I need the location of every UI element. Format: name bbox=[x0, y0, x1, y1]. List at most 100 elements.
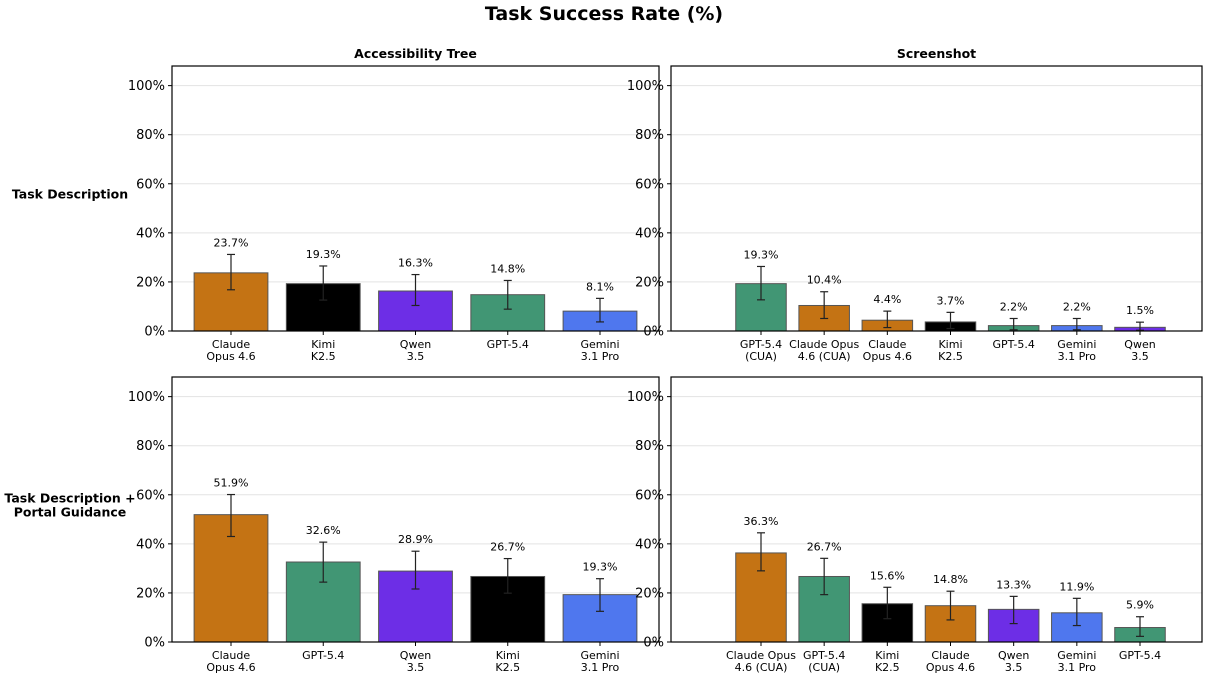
y-tick-label: 80% bbox=[136, 439, 165, 454]
axes-frame bbox=[670, 65, 1203, 332]
x-tick-label: Qwen bbox=[400, 338, 431, 351]
data-label: 10.4% bbox=[807, 274, 842, 287]
x-tick-label: Kimi bbox=[938, 338, 962, 351]
y-tick-label: 20% bbox=[635, 586, 664, 601]
data-label: 14.8% bbox=[933, 573, 968, 586]
data-label: 19.3% bbox=[744, 248, 779, 261]
row-label: Task Description + bbox=[4, 491, 135, 506]
x-tick-label: Qwen bbox=[998, 649, 1029, 662]
data-label: 51.9% bbox=[214, 477, 249, 490]
x-tick-label: 3.5 bbox=[407, 661, 425, 674]
data-label: 26.7% bbox=[490, 541, 525, 554]
x-tick-label: GPT-5.4 bbox=[302, 649, 344, 662]
y-tick-label: 60% bbox=[635, 177, 664, 192]
x-tick-label: Opus 4.6 bbox=[926, 661, 975, 674]
data-label: 36.3% bbox=[744, 515, 779, 528]
y-tick-label: 100% bbox=[128, 390, 165, 405]
y-tick-label: 40% bbox=[136, 226, 165, 241]
axes-frame bbox=[171, 376, 660, 643]
x-tick-label: 3.1 Pro bbox=[581, 350, 620, 363]
data-label: 5.9% bbox=[1126, 599, 1154, 612]
data-label: 26.7% bbox=[807, 540, 842, 553]
data-label: 23.7% bbox=[214, 236, 249, 249]
x-tick-label: Gemini bbox=[580, 338, 619, 351]
y-tick-label: 80% bbox=[635, 128, 664, 143]
data-label: 1.5% bbox=[1126, 304, 1154, 317]
data-label: 4.4% bbox=[873, 293, 901, 306]
x-tick-label: 3.1 Pro bbox=[1058, 661, 1097, 674]
data-label: 32.6% bbox=[306, 524, 341, 537]
x-tick-label: (CUA) bbox=[745, 350, 777, 363]
x-tick-label: Claude bbox=[931, 649, 969, 662]
y-tick-label: 0% bbox=[643, 325, 664, 340]
row-label: Task Description bbox=[12, 187, 128, 202]
x-tick-label: K2.5 bbox=[495, 661, 520, 674]
x-tick-label: Kimi bbox=[875, 649, 899, 662]
y-tick-label: 100% bbox=[128, 79, 165, 94]
x-tick-label: GPT-5.4 bbox=[803, 649, 845, 662]
y-tick-label: 60% bbox=[136, 488, 165, 503]
y-tick-label: 60% bbox=[635, 488, 664, 503]
x-tick-label: K2.5 bbox=[938, 350, 963, 363]
y-tick-label: 40% bbox=[136, 537, 165, 552]
y-tick-label: 20% bbox=[635, 275, 664, 290]
x-tick-label: GPT-5.4 bbox=[1119, 649, 1161, 662]
x-tick-label: 3.5 bbox=[1005, 661, 1023, 674]
y-tick-label: 80% bbox=[136, 128, 165, 143]
data-label: 14.8% bbox=[490, 262, 525, 275]
x-tick-label: 4.6 (CUA) bbox=[798, 350, 851, 363]
x-tick-label: 3.1 Pro bbox=[581, 661, 620, 674]
x-tick-label: Opus 4.6 bbox=[863, 350, 912, 363]
data-label: 16.3% bbox=[398, 257, 433, 270]
data-label: 13.3% bbox=[996, 578, 1031, 591]
x-tick-label: 3.5 bbox=[1131, 350, 1149, 363]
x-tick-label: Qwen bbox=[400, 649, 431, 662]
x-tick-label: (CUA) bbox=[808, 661, 840, 674]
y-tick-label: 20% bbox=[136, 586, 165, 601]
x-tick-label: K2.5 bbox=[875, 661, 900, 674]
y-tick-label: 0% bbox=[643, 636, 664, 651]
data-label: 28.9% bbox=[398, 533, 433, 546]
data-label: 11.9% bbox=[1059, 580, 1094, 593]
y-tick-label: 40% bbox=[635, 537, 664, 552]
x-tick-label: Gemini bbox=[1057, 338, 1096, 351]
x-tick-label: GPT-5.4 bbox=[740, 338, 782, 351]
axes-frame bbox=[171, 65, 660, 332]
y-tick-label: 40% bbox=[635, 226, 664, 241]
data-label: 8.1% bbox=[586, 280, 614, 293]
y-tick-label: 0% bbox=[144, 325, 165, 340]
data-label: 2.2% bbox=[1000, 300, 1028, 313]
y-tick-label: 20% bbox=[136, 275, 165, 290]
x-tick-label: K2.5 bbox=[311, 350, 336, 363]
axes-frame bbox=[670, 376, 1203, 643]
row-label: Portal Guidance bbox=[14, 505, 127, 520]
y-tick-label: 60% bbox=[136, 177, 165, 192]
x-tick-label: GPT-5.4 bbox=[487, 338, 529, 351]
data-label: 19.3% bbox=[583, 561, 618, 574]
x-tick-label: Kimi bbox=[496, 649, 520, 662]
x-tick-label: Claude bbox=[212, 338, 250, 351]
data-label: 3.7% bbox=[937, 294, 965, 307]
data-label: 19.3% bbox=[306, 248, 341, 261]
panel-title: Screenshot bbox=[897, 46, 976, 61]
x-tick-label: Gemini bbox=[580, 649, 619, 662]
x-tick-label: Opus 4.6 bbox=[206, 350, 255, 363]
x-tick-label: Kimi bbox=[311, 338, 335, 351]
data-label: 15.6% bbox=[870, 569, 905, 582]
y-tick-label: 0% bbox=[144, 636, 165, 651]
panel-title: Accessibility Tree bbox=[354, 46, 477, 61]
x-tick-label: Claude Opus bbox=[726, 649, 796, 662]
figure-title: Task Success Rate (%) bbox=[485, 3, 723, 25]
x-tick-label: 3.5 bbox=[407, 350, 425, 363]
x-tick-label: 3.1 Pro bbox=[1058, 350, 1097, 363]
x-tick-label: Claude Opus bbox=[789, 338, 859, 351]
x-tick-label: Claude bbox=[868, 338, 906, 351]
y-tick-label: 100% bbox=[627, 390, 664, 405]
x-tick-label: Qwen bbox=[1124, 338, 1155, 351]
y-tick-label: 100% bbox=[627, 79, 664, 94]
x-tick-label: 4.6 (CUA) bbox=[735, 661, 788, 674]
x-tick-label: Opus 4.6 bbox=[206, 661, 255, 674]
x-tick-label: Claude bbox=[212, 649, 250, 662]
x-tick-label: GPT-5.4 bbox=[992, 338, 1034, 351]
